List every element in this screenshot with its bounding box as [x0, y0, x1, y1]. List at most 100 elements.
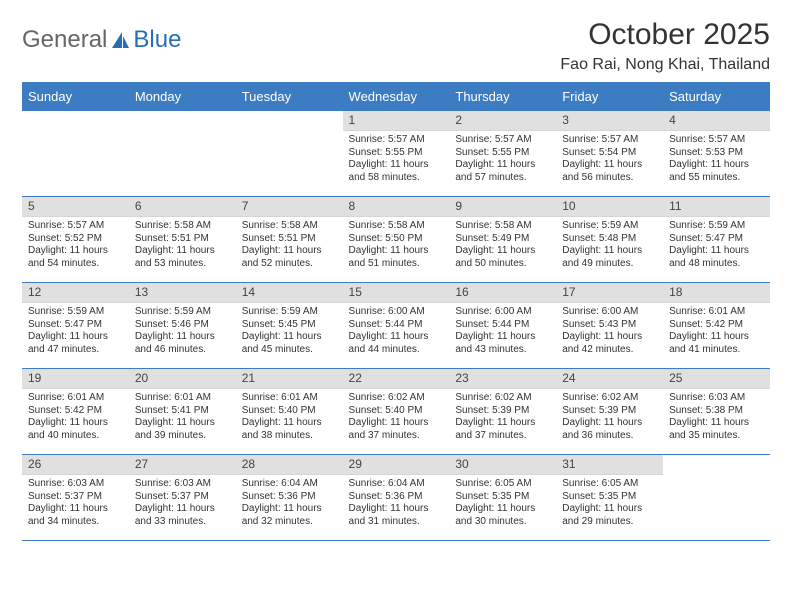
day-data: Sunrise: 6:03 AMSunset: 5:37 PMDaylight:…	[22, 475, 129, 532]
cell-inner: 22Sunrise: 6:02 AMSunset: 5:40 PMDayligh…	[343, 369, 450, 446]
sunrise-text: Sunrise: 5:59 AM	[135, 306, 230, 319]
daylight-text: Daylight: 11 hours and 40 minutes.	[28, 417, 123, 442]
day-data: Sunrise: 6:04 AMSunset: 5:36 PMDaylight:…	[236, 475, 343, 532]
sunrise-text: Sunrise: 5:58 AM	[135, 220, 230, 233]
sunrise-text: Sunrise: 5:57 AM	[28, 220, 123, 233]
day-data: Sunrise: 5:58 AMSunset: 5:51 PMDaylight:…	[236, 217, 343, 274]
calendar-cell: 27Sunrise: 6:03 AMSunset: 5:37 PMDayligh…	[129, 455, 236, 541]
daylight-text: Daylight: 11 hours and 29 minutes.	[562, 503, 657, 528]
day-data: Sunrise: 6:04 AMSunset: 5:36 PMDaylight:…	[343, 475, 450, 532]
day-number: 15	[343, 283, 450, 303]
header: General Blue October 2025 Fao Rai, Nong …	[22, 18, 770, 74]
sunrise-text: Sunrise: 6:02 AM	[455, 392, 550, 405]
calendar-row: 12Sunrise: 5:59 AMSunset: 5:47 PMDayligh…	[22, 283, 770, 369]
sunrise-text: Sunrise: 6:03 AM	[669, 392, 764, 405]
cell-inner: 6Sunrise: 5:58 AMSunset: 5:51 PMDaylight…	[129, 197, 236, 274]
daylight-text: Daylight: 11 hours and 30 minutes.	[455, 503, 550, 528]
sunset-text: Sunset: 5:37 PM	[135, 491, 230, 504]
day-number: 21	[236, 369, 343, 389]
sunset-text: Sunset: 5:53 PM	[669, 147, 764, 160]
calendar-cell: 17Sunrise: 6:00 AMSunset: 5:43 PMDayligh…	[556, 283, 663, 369]
col-friday: Friday	[556, 83, 663, 111]
calendar-cell: 30Sunrise: 6:05 AMSunset: 5:35 PMDayligh…	[449, 455, 556, 541]
calendar-cell: 6Sunrise: 5:58 AMSunset: 5:51 PMDaylight…	[129, 197, 236, 283]
calendar-cell: 20Sunrise: 6:01 AMSunset: 5:41 PMDayligh…	[129, 369, 236, 455]
sunset-text: Sunset: 5:39 PM	[562, 405, 657, 418]
sunrise-text: Sunrise: 6:00 AM	[349, 306, 444, 319]
day-data: Sunrise: 6:02 AMSunset: 5:40 PMDaylight:…	[343, 389, 450, 446]
sunrise-text: Sunrise: 6:01 AM	[669, 306, 764, 319]
daylight-text: Daylight: 11 hours and 39 minutes.	[135, 417, 230, 442]
daylight-text: Daylight: 11 hours and 37 minutes.	[455, 417, 550, 442]
day-number: 7	[236, 197, 343, 217]
sunset-text: Sunset: 5:47 PM	[669, 233, 764, 246]
cell-inner: 13Sunrise: 5:59 AMSunset: 5:46 PMDayligh…	[129, 283, 236, 360]
sunset-text: Sunset: 5:44 PM	[455, 319, 550, 332]
calendar-cell: 9Sunrise: 5:58 AMSunset: 5:49 PMDaylight…	[449, 197, 556, 283]
sunrise-text: Sunrise: 5:58 AM	[455, 220, 550, 233]
cell-inner: 29Sunrise: 6:04 AMSunset: 5:36 PMDayligh…	[343, 455, 450, 532]
calendar-cell: 5Sunrise: 5:57 AMSunset: 5:52 PMDaylight…	[22, 197, 129, 283]
calendar-cell: 12Sunrise: 5:59 AMSunset: 5:47 PMDayligh…	[22, 283, 129, 369]
sunset-text: Sunset: 5:40 PM	[242, 405, 337, 418]
sunset-text: Sunset: 5:44 PM	[349, 319, 444, 332]
logo-text-blue: Blue	[133, 26, 181, 54]
sunset-text: Sunset: 5:51 PM	[242, 233, 337, 246]
page-title: October 2025	[560, 18, 770, 52]
calendar-cell	[22, 111, 129, 197]
cell-inner: 31Sunrise: 6:05 AMSunset: 5:35 PMDayligh…	[556, 455, 663, 532]
day-data: Sunrise: 6:00 AMSunset: 5:44 PMDaylight:…	[343, 303, 450, 360]
day-data: Sunrise: 5:57 AMSunset: 5:53 PMDaylight:…	[663, 131, 770, 188]
calendar-cell: 21Sunrise: 6:01 AMSunset: 5:40 PMDayligh…	[236, 369, 343, 455]
calendar-cell: 15Sunrise: 6:00 AMSunset: 5:44 PMDayligh…	[343, 283, 450, 369]
day-number: 2	[449, 111, 556, 131]
logo-text-general: General	[22, 26, 107, 54]
calendar-cell	[663, 455, 770, 541]
sunrise-text: Sunrise: 6:05 AM	[455, 478, 550, 491]
day-number: 16	[449, 283, 556, 303]
sunrise-text: Sunrise: 5:59 AM	[242, 306, 337, 319]
daylight-text: Daylight: 11 hours and 56 minutes.	[562, 159, 657, 184]
cell-inner: 15Sunrise: 6:00 AMSunset: 5:44 PMDayligh…	[343, 283, 450, 360]
sunset-text: Sunset: 5:38 PM	[669, 405, 764, 418]
sunrise-text: Sunrise: 6:04 AM	[242, 478, 337, 491]
sunrise-text: Sunrise: 6:00 AM	[562, 306, 657, 319]
sunrise-text: Sunrise: 5:59 AM	[562, 220, 657, 233]
sunset-text: Sunset: 5:49 PM	[455, 233, 550, 246]
sunrise-text: Sunrise: 6:00 AM	[455, 306, 550, 319]
day-number: 23	[449, 369, 556, 389]
sunset-text: Sunset: 5:46 PM	[135, 319, 230, 332]
day-data: Sunrise: 6:01 AMSunset: 5:40 PMDaylight:…	[236, 389, 343, 446]
day-number: 14	[236, 283, 343, 303]
calendar-cell: 4Sunrise: 5:57 AMSunset: 5:53 PMDaylight…	[663, 111, 770, 197]
calendar-cell: 22Sunrise: 6:02 AMSunset: 5:40 PMDayligh…	[343, 369, 450, 455]
sunrise-text: Sunrise: 6:01 AM	[242, 392, 337, 405]
day-number: 13	[129, 283, 236, 303]
calendar-cell	[236, 111, 343, 197]
col-saturday: Saturday	[663, 83, 770, 111]
daylight-text: Daylight: 11 hours and 37 minutes.	[349, 417, 444, 442]
day-number: 5	[22, 197, 129, 217]
sunrise-text: Sunrise: 5:59 AM	[28, 306, 123, 319]
day-number: 6	[129, 197, 236, 217]
day-data: Sunrise: 6:01 AMSunset: 5:42 PMDaylight:…	[22, 389, 129, 446]
cell-inner: 3Sunrise: 5:57 AMSunset: 5:54 PMDaylight…	[556, 111, 663, 188]
calendar-cell: 28Sunrise: 6:04 AMSunset: 5:36 PMDayligh…	[236, 455, 343, 541]
day-number: 11	[663, 197, 770, 217]
cell-inner	[663, 455, 770, 482]
day-data: Sunrise: 5:59 AMSunset: 5:47 PMDaylight:…	[22, 303, 129, 360]
day-number: 18	[663, 283, 770, 303]
calendar-cell: 19Sunrise: 6:01 AMSunset: 5:42 PMDayligh…	[22, 369, 129, 455]
cell-inner	[129, 111, 236, 138]
sunrise-text: Sunrise: 6:01 AM	[28, 392, 123, 405]
daylight-text: Daylight: 11 hours and 48 minutes.	[669, 245, 764, 270]
col-wednesday: Wednesday	[343, 83, 450, 111]
calendar-row: 5Sunrise: 5:57 AMSunset: 5:52 PMDaylight…	[22, 197, 770, 283]
day-number: 22	[343, 369, 450, 389]
cell-inner: 8Sunrise: 5:58 AMSunset: 5:50 PMDaylight…	[343, 197, 450, 274]
sunset-text: Sunset: 5:42 PM	[28, 405, 123, 418]
sunset-text: Sunset: 5:43 PM	[562, 319, 657, 332]
sunrise-text: Sunrise: 5:59 AM	[669, 220, 764, 233]
calendar-cell: 13Sunrise: 5:59 AMSunset: 5:46 PMDayligh…	[129, 283, 236, 369]
day-data: Sunrise: 5:57 AMSunset: 5:52 PMDaylight:…	[22, 217, 129, 274]
